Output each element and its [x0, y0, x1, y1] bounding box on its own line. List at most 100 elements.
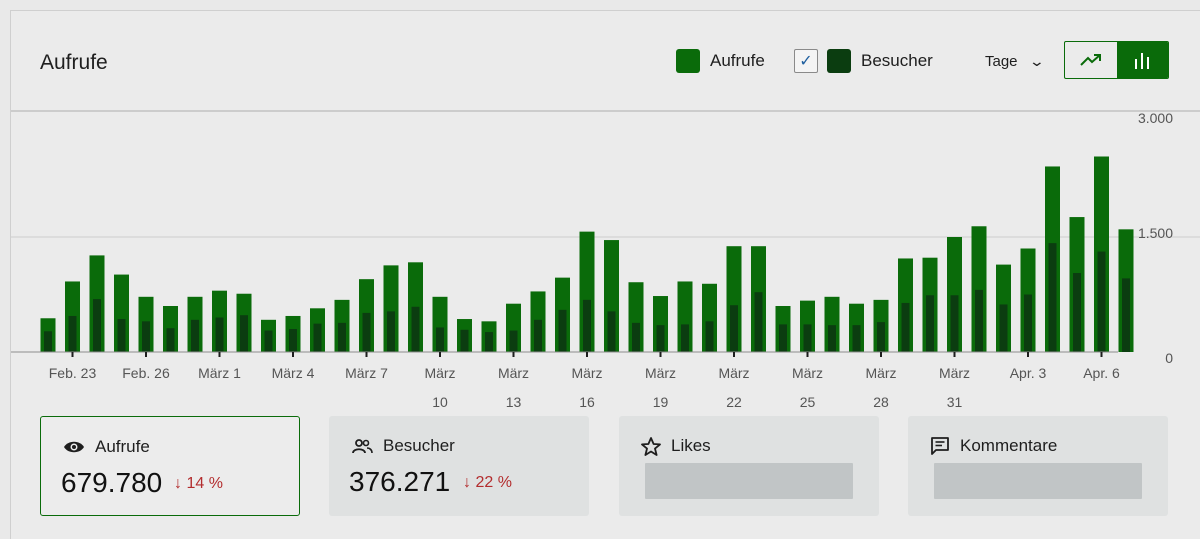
bar-besucher [93, 299, 101, 352]
eye-icon [64, 441, 84, 453]
x-tick-label: März [792, 365, 823, 381]
bar-besucher [877, 322, 885, 352]
bar-besucher [436, 327, 444, 352]
x-tick-label: 13 [506, 394, 522, 410]
bar-besucher [460, 329, 469, 352]
bar-chart: 3.000 1.500 0 Feb. 23 Feb. 26 März 1 März 4 Mär… [11, 111, 1200, 410]
bar-besucher [1024, 294, 1032, 352]
bar-besucher [1073, 273, 1081, 352]
card-header: Aufrufe [63, 437, 150, 457]
bar-besucher [852, 325, 861, 352]
legend-aufrufe: Aufrufe [676, 49, 765, 73]
loading-placeholder [645, 463, 853, 499]
card-header: Kommentare [930, 436, 1057, 456]
bar-besucher [240, 315, 248, 352]
besucher-checkbox[interactable]: ✓ [794, 49, 818, 73]
bar-besucher [313, 323, 322, 352]
x-tick-label: März [718, 365, 749, 381]
bar-besucher [215, 317, 224, 352]
x-tick-label: Apr. 3 [1010, 365, 1047, 381]
bar-besucher [656, 325, 665, 352]
period-select[interactable]: Tage ⌄ [985, 53, 1045, 70]
bar-besucher [558, 309, 567, 352]
card-value: 376.271 [349, 466, 451, 497]
x-tick-label: März [645, 365, 676, 381]
x-tick-label: 31 [947, 394, 963, 410]
y-tick-label: 1.500 [1138, 225, 1173, 241]
bar-besucher [117, 319, 126, 352]
legend-swatch-besucher [827, 49, 851, 73]
bar-besucher [1097, 251, 1106, 352]
bar-besucher [754, 292, 763, 352]
bar-besucher [191, 319, 199, 352]
bar-besucher [926, 295, 934, 352]
line-chart-button[interactable] [1065, 42, 1117, 78]
bar-besucher [509, 330, 518, 352]
bar-besucher [387, 311, 395, 352]
chart-title: Aufrufe [40, 51, 108, 74]
x-tick-label: 19 [653, 394, 669, 410]
bar-besucher [142, 321, 150, 352]
bar-besucher [289, 329, 297, 352]
bar-besucher [411, 306, 420, 352]
x-tick-label: März [424, 365, 455, 381]
bar-besucher [779, 324, 787, 352]
bar-besucher [950, 295, 959, 352]
bar-besucher [730, 305, 738, 352]
card-kommentare[interactable]: Kommentare [908, 416, 1168, 516]
card-besucher[interactable]: Besucher 376.271 ↓ 22 % [329, 416, 589, 516]
x-tick-label: März [865, 365, 896, 381]
x-tick-label: Feb. 23 [49, 365, 97, 381]
card-value: 679.780 [61, 467, 163, 498]
x-tick-label: Apr. 6 [1083, 365, 1120, 381]
bar-chart-button[interactable] [1116, 42, 1168, 78]
x-tick-label: März [939, 365, 970, 381]
comment-icon [931, 437, 949, 455]
legend-besucher[interactable]: ✓ Besucher [794, 49, 933, 73]
bar-besucher [362, 312, 371, 352]
check-icon: ✓ [799, 53, 813, 70]
legend-label-besucher: Besucher [861, 51, 933, 70]
bar-besucher [803, 324, 812, 352]
bar-besucher [264, 330, 273, 352]
y-tick-label: 0 [1165, 350, 1173, 366]
y-tick-label: 3.000 [1138, 111, 1173, 126]
x-tick-label: März 7 [345, 365, 388, 381]
bar-besucher [44, 331, 52, 352]
card-aufrufe[interactable]: Aufrufe 679.780 ↓ 14 % [40, 416, 300, 516]
legend-label-aufrufe: Aufrufe [710, 51, 765, 70]
bar-besucher [828, 325, 836, 352]
card-likes[interactable]: Likes [619, 416, 879, 516]
bar-besucher [901, 302, 910, 352]
bar-besucher [166, 328, 175, 352]
x-tick-label: März [571, 365, 602, 381]
bar-besucher [68, 315, 77, 352]
stats-panel: Aufrufe Aufrufe ✓ Besucher Tage ⌄ [10, 10, 1200, 539]
chevron-down-icon: ⌄ [1028, 53, 1045, 69]
bar-chart-icon [1135, 53, 1150, 69]
line-chart-icon [1080, 54, 1101, 66]
card-header: Likes [641, 436, 711, 456]
bar-besucher [681, 324, 689, 352]
bar-besucher [485, 332, 493, 352]
star-icon [641, 436, 661, 456]
bar-besucher [999, 304, 1008, 352]
x-tick-label: März 4 [272, 365, 315, 381]
bar-besucher [632, 322, 640, 352]
card-delta: ↓ 14 % [174, 475, 223, 492]
bar-besucher [975, 289, 983, 352]
people-icon [352, 439, 373, 454]
bar-besucher [583, 299, 591, 352]
period-label: Tage [985, 53, 1018, 70]
legend-swatch-aufrufe [676, 49, 700, 73]
card-label: Likes [671, 436, 711, 455]
x-tick-label: 22 [726, 394, 742, 410]
loading-placeholder [934, 463, 1142, 499]
bar-besucher [534, 319, 542, 352]
chart-type-toggle [1064, 41, 1169, 79]
bar-besucher [1122, 278, 1130, 352]
bar-besucher [1048, 243, 1057, 352]
bar-besucher [705, 321, 714, 352]
x-tick-label: Feb. 26 [122, 365, 170, 381]
x-tick-label: 28 [873, 394, 889, 410]
